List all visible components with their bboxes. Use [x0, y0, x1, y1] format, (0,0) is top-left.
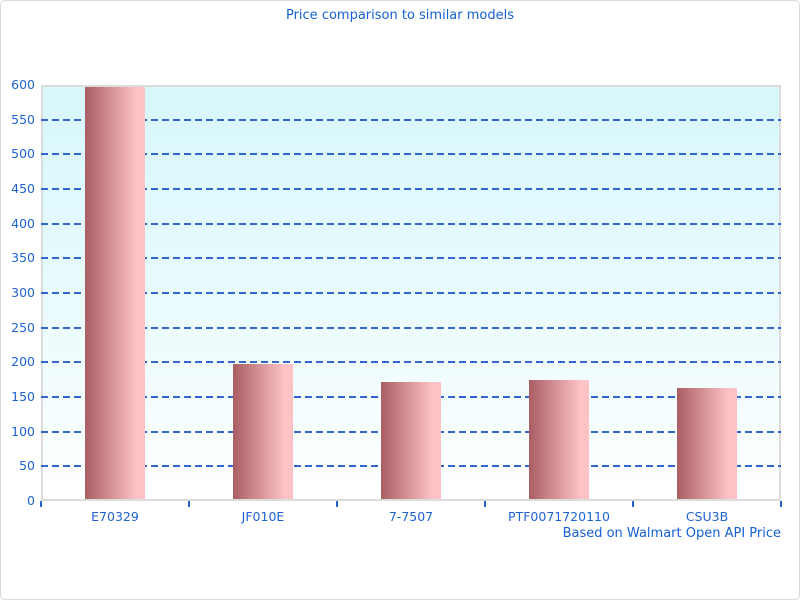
bar-CSU3B [677, 387, 737, 499]
gridline-250 [41, 326, 781, 329]
x-tick-label-CSU3B: CSU3B [685, 509, 729, 524]
chart-title: Price comparison to similar models [285, 8, 515, 23]
x-axis-tick [484, 501, 486, 507]
x-axis-tick [632, 501, 634, 507]
gridline-500 [41, 153, 781, 156]
y-tick-label: 400 [11, 215, 35, 231]
gridline-200 [41, 361, 781, 364]
bar-E70329 [85, 87, 145, 499]
x-axis-tick [40, 501, 42, 507]
bar-PTF0071720110 [529, 380, 589, 499]
x-axis-tick [780, 501, 782, 507]
x-tick-label-7-7507: 7-7507 [388, 509, 434, 524]
chart-footer-note: Based on Walmart Open API Price [562, 526, 781, 541]
gridline-400 [41, 222, 781, 225]
y-tick-label: 0 [27, 493, 35, 508]
y-tick-label: 150 [11, 389, 35, 404]
x-tick-label-E70329: E70329 [91, 509, 139, 524]
y-tick-label: 350 [11, 250, 35, 266]
y-tick-label: 550 [11, 111, 35, 127]
bar-JF010E [233, 364, 293, 499]
x-axis-tick [188, 501, 190, 507]
x-tick-label-PTF0071720110: PTF0071720110 [508, 509, 610, 524]
y-tick-label: 300 [11, 285, 35, 300]
x-axis-tick [336, 501, 338, 507]
gridline-450 [41, 188, 781, 190]
gridline-350 [41, 257, 781, 260]
y-tick-label: 450 [11, 181, 35, 196]
y-tick-label: 250 [11, 319, 35, 335]
y-tick-label: 600 [11, 77, 35, 92]
gridline-300 [41, 292, 781, 294]
gridline-550 [41, 118, 781, 121]
y-tick-label: 50 [19, 458, 35, 474]
y-tick-label: 100 [11, 423, 35, 439]
y-tick-label: 500 [11, 146, 35, 162]
bar-7-7507 [381, 382, 441, 499]
x-tick-label-JF010E: JF010E [241, 509, 285, 524]
y-tick-label: 200 [11, 354, 35, 370]
